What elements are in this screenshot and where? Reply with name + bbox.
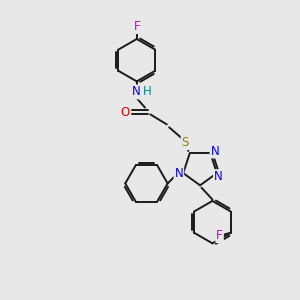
Text: F: F — [134, 20, 140, 33]
Text: N: N — [175, 167, 183, 180]
Text: S: S — [182, 136, 189, 149]
Text: O: O — [121, 106, 130, 118]
Text: N: N — [132, 85, 140, 98]
Text: N: N — [214, 170, 223, 183]
Text: H: H — [143, 85, 152, 98]
Text: N: N — [211, 145, 219, 158]
Text: F: F — [216, 229, 223, 242]
